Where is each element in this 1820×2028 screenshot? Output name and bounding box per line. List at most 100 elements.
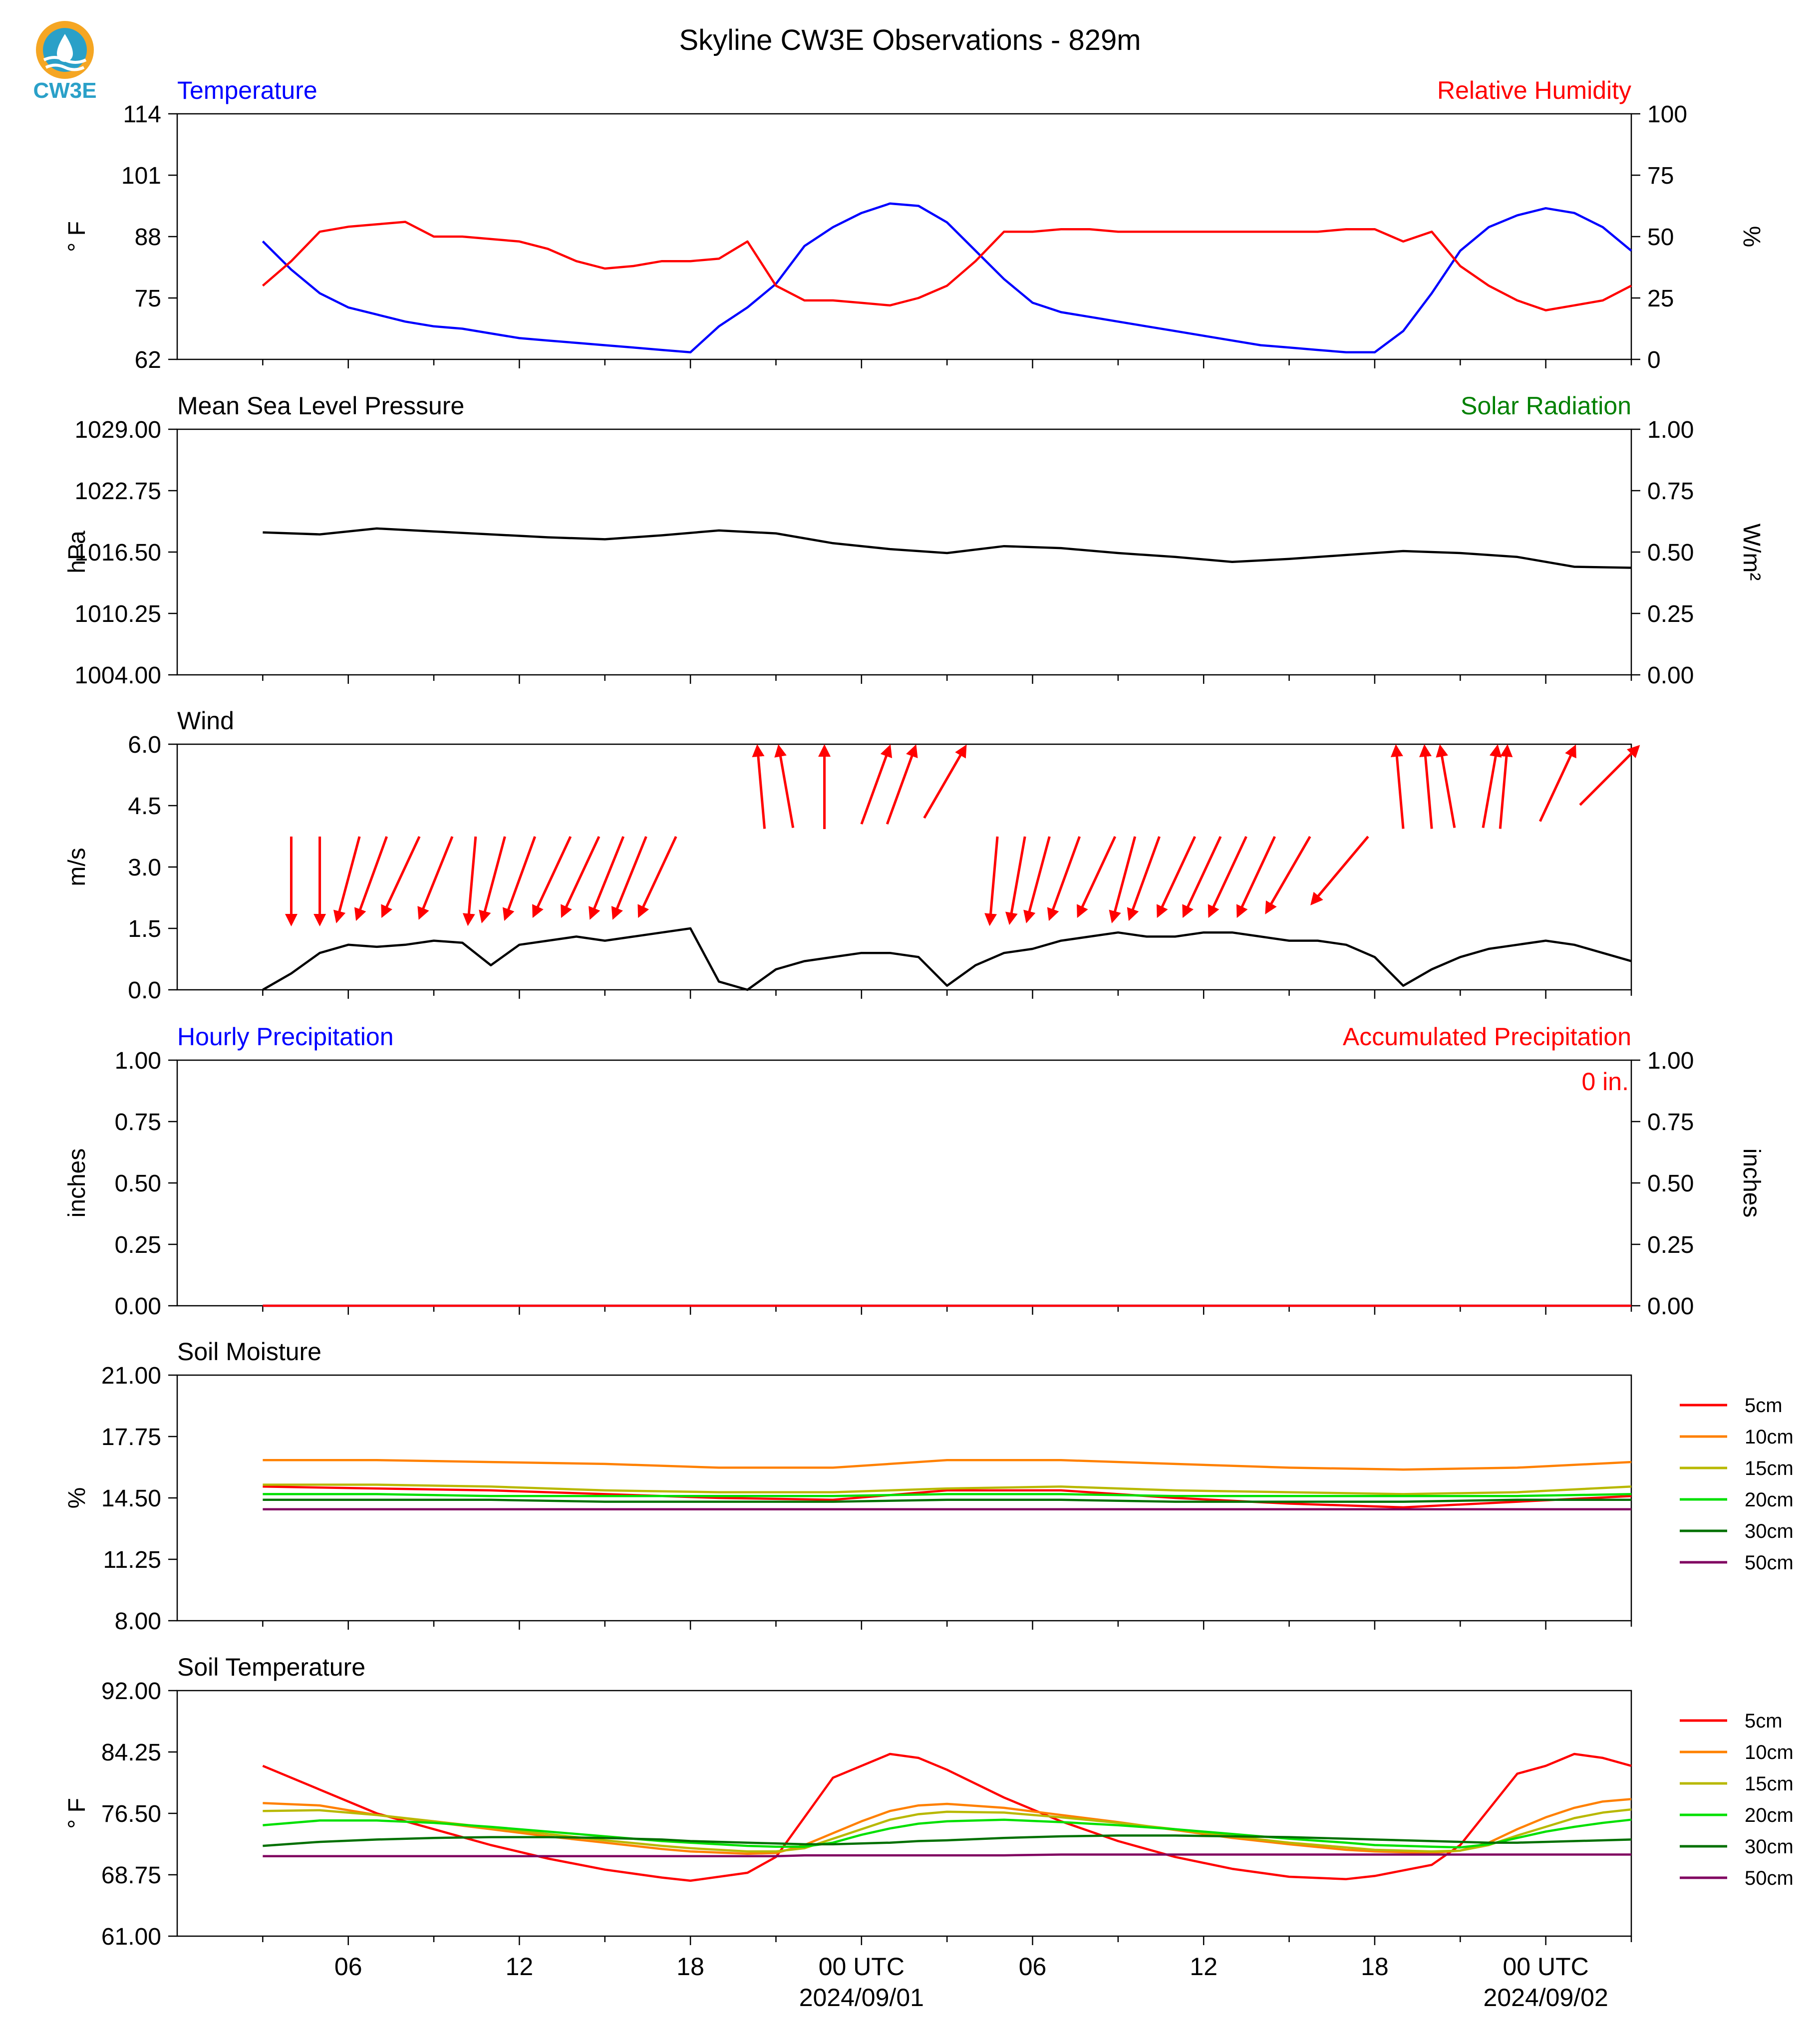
y-tick-label: 1010.25 bbox=[74, 601, 161, 627]
wind-arrow bbox=[561, 836, 601, 918]
wind-arrow bbox=[381, 836, 421, 918]
wind-arrow bbox=[1077, 836, 1117, 918]
panel-title: Temperature bbox=[177, 76, 317, 104]
series-line-relative-humidity bbox=[262, 221, 1632, 311]
accumulated-precip-annotation: 0 in. bbox=[1581, 1068, 1629, 1096]
panel-title-right: Relative Humidity bbox=[1437, 76, 1631, 104]
y-tick-label: 101 bbox=[121, 163, 161, 189]
panel-title-right: Solar Radiation bbox=[1461, 392, 1631, 420]
panel-title: Soil Moisture bbox=[177, 1338, 321, 1366]
series-line-30cm bbox=[263, 1498, 1631, 1503]
y-tick-label-right: 50 bbox=[1647, 224, 1674, 251]
panel-title: Wind bbox=[177, 707, 234, 735]
legend-label: 20cm bbox=[1745, 1804, 1794, 1826]
x-tick-label: 00 UTC bbox=[819, 1953, 905, 1981]
wind-arrow bbox=[1265, 836, 1311, 914]
x-tick-label: 12 bbox=[1190, 1953, 1217, 1981]
y-axis-label: % bbox=[64, 1487, 90, 1509]
y-tick-label: 62 bbox=[135, 347, 161, 373]
y-tick-label-right: 1.00 bbox=[1647, 417, 1694, 443]
y-tick-label: 88 bbox=[135, 224, 161, 251]
chart-panels: Temperature Relative Humidity 114 101 88 75 62… bbox=[64, 76, 1794, 2012]
y-axis-label-right: % bbox=[1738, 226, 1765, 248]
legend-label: 5cm bbox=[1745, 1710, 1783, 1732]
y-tick-label: 92.00 bbox=[101, 1678, 161, 1705]
wind-arrow bbox=[502, 836, 537, 921]
wind-arrow bbox=[532, 836, 572, 918]
wind-arrow bbox=[462, 836, 477, 926]
y-tick-label: 75 bbox=[135, 286, 161, 312]
panel-title-right: Accumulated Precipitation bbox=[1343, 1023, 1631, 1051]
wind-arrow bbox=[417, 836, 454, 920]
x-date-label: 2024/09/02 bbox=[1484, 1984, 1608, 2012]
y-tick-label: 14.50 bbox=[101, 1485, 161, 1512]
y-tick-label: 4.5 bbox=[128, 793, 161, 820]
y-tick-label: 0.75 bbox=[115, 1109, 161, 1136]
wind-arrow bbox=[1499, 744, 1513, 829]
y-tick-label: 3.0 bbox=[128, 855, 161, 881]
y-axis-label: ° F bbox=[64, 1798, 90, 1829]
y-tick-label: 1004.00 bbox=[74, 662, 161, 689]
cw3e-logo-icon bbox=[36, 21, 94, 79]
x-tick-label: 06 bbox=[334, 1953, 362, 1981]
legend-label: 15cm bbox=[1745, 1773, 1794, 1795]
x-tick-label: 00 UTC bbox=[1503, 1953, 1589, 1981]
y-tick-label: 61.00 bbox=[101, 1924, 161, 1950]
y-tick-label-right: 0.75 bbox=[1647, 478, 1694, 505]
y-tick-label-right: 1.00 bbox=[1647, 1048, 1694, 1074]
legend-label: 5cm bbox=[1745, 1395, 1783, 1417]
panel-title: Soil Temperature bbox=[177, 1653, 365, 1681]
wind-arrow bbox=[1436, 744, 1456, 828]
legend-label: 30cm bbox=[1745, 1520, 1794, 1542]
wind-arrow bbox=[1236, 836, 1276, 918]
legend-label: 20cm bbox=[1745, 1489, 1794, 1511]
y-axis-label: hPa bbox=[64, 531, 90, 574]
x-date-label: 2024/09/01 bbox=[799, 1984, 924, 2012]
y-axis-label: inches bbox=[64, 1149, 90, 1218]
series-line-15cm bbox=[263, 1808, 1632, 1853]
y-tick-label: 0.50 bbox=[115, 1170, 161, 1197]
x-tick-label: 18 bbox=[1361, 1953, 1389, 1981]
series-line-5cm bbox=[262, 1752, 1632, 1882]
series-line-pressure bbox=[263, 527, 1632, 569]
series-line-30cm bbox=[263, 1834, 1632, 1847]
y-tick-label-right: 0.75 bbox=[1647, 1109, 1694, 1136]
wind-arrow bbox=[1109, 836, 1137, 923]
legend-label: 50cm bbox=[1745, 1552, 1794, 1574]
y-tick-label-right: 0 bbox=[1647, 347, 1661, 373]
legend-label: 50cm bbox=[1745, 1867, 1794, 1889]
y-tick-label: 68.75 bbox=[101, 1862, 161, 1889]
wind-arrow bbox=[1419, 744, 1433, 829]
x-tick-label: 18 bbox=[676, 1953, 704, 1981]
series-line-15cm bbox=[263, 1483, 1632, 1495]
wind-arrow bbox=[1023, 836, 1051, 923]
x-tick-label: 06 bbox=[1019, 1953, 1047, 1981]
wind-arrow bbox=[923, 744, 967, 819]
legend-label: 10cm bbox=[1745, 1426, 1794, 1448]
wind-arrow bbox=[1208, 836, 1247, 918]
wind-arrow bbox=[860, 744, 893, 825]
series-line-10cm bbox=[263, 1459, 1632, 1471]
y-tick-label-right: 25 bbox=[1647, 286, 1674, 312]
wind-arrow bbox=[589, 836, 625, 920]
wind-arrow bbox=[1047, 836, 1081, 921]
wind-arrow bbox=[637, 836, 677, 918]
wind-arrow bbox=[1538, 744, 1576, 822]
y-tick-label: 1022.75 bbox=[74, 478, 161, 505]
y-axis-label-right: W/m² bbox=[1738, 524, 1765, 581]
y-tick-label-right: 100 bbox=[1647, 101, 1687, 128]
wind-arrow bbox=[886, 744, 918, 825]
y-tick-label-right: 0.50 bbox=[1647, 1170, 1694, 1197]
y-tick-label: 0.0 bbox=[128, 977, 161, 1004]
y-axis-label: ° F bbox=[64, 221, 90, 252]
series-line-20cm bbox=[263, 1818, 1632, 1849]
y-tick-label: 1016.50 bbox=[74, 540, 161, 566]
y-tick-label: 0.00 bbox=[115, 1293, 161, 1320]
y-tick-label: 21.00 bbox=[101, 1363, 161, 1389]
wind-arrow bbox=[333, 836, 361, 923]
y-axis-label-right: inches bbox=[1738, 1149, 1765, 1218]
y-tick-label: 1.5 bbox=[128, 916, 161, 942]
y-tick-label-right: 0.25 bbox=[1647, 601, 1694, 627]
panel-title: Mean Sea Level Pressure bbox=[177, 392, 464, 420]
panel-title: Hourly Precipitation bbox=[177, 1023, 394, 1051]
